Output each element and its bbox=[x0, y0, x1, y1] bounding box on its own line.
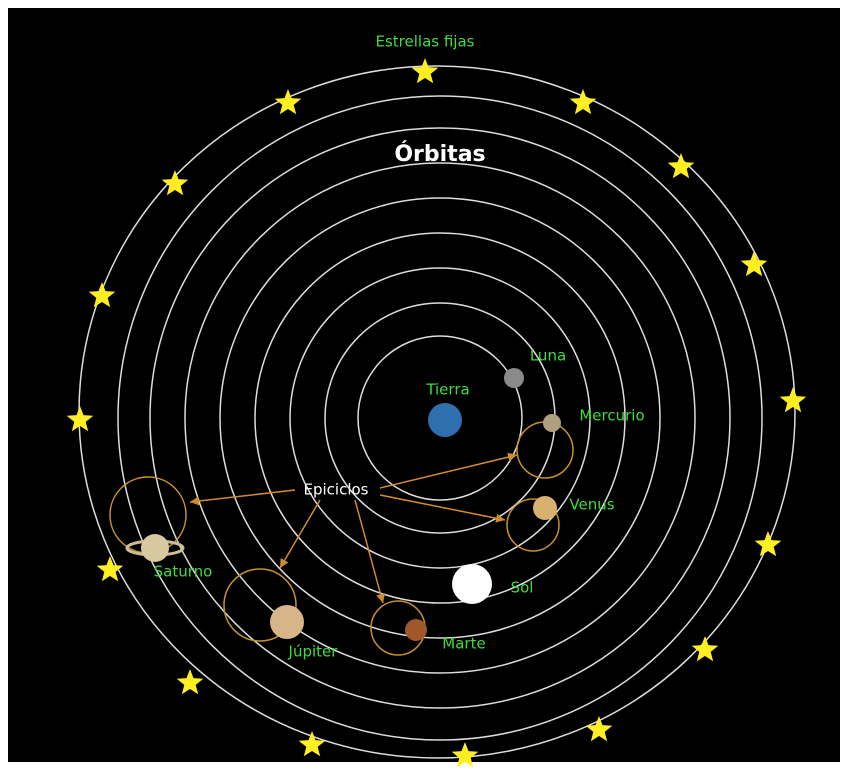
star bbox=[411, 58, 439, 84]
arrow bbox=[279, 499, 321, 569]
background bbox=[8, 8, 840, 762]
star bbox=[691, 636, 719, 662]
planet bbox=[533, 496, 557, 520]
orbit bbox=[219, 197, 661, 639]
arrow bbox=[379, 494, 506, 523]
planet-label: Júpiter bbox=[288, 643, 339, 661]
star bbox=[451, 742, 479, 768]
star bbox=[569, 89, 597, 115]
star bbox=[66, 406, 94, 432]
planet bbox=[141, 534, 169, 562]
title: Estrellas fijas bbox=[376, 33, 475, 51]
orbit bbox=[254, 232, 626, 604]
planet-label: Tierra bbox=[425, 381, 469, 399]
planet bbox=[270, 605, 304, 639]
star bbox=[779, 387, 807, 413]
planet bbox=[452, 564, 492, 604]
star bbox=[88, 282, 116, 308]
star bbox=[274, 89, 302, 115]
orbit bbox=[117, 95, 763, 741]
arrow bbox=[379, 452, 518, 489]
star bbox=[585, 716, 613, 742]
arrow bbox=[189, 489, 296, 506]
star bbox=[298, 731, 326, 757]
planet-label: Sol bbox=[511, 579, 534, 597]
star bbox=[740, 251, 768, 277]
planet-label: Marte bbox=[442, 635, 485, 653]
planet bbox=[543, 414, 561, 432]
arrow bbox=[354, 499, 385, 604]
orbit bbox=[184, 162, 696, 674]
star bbox=[754, 531, 782, 557]
star bbox=[176, 669, 204, 695]
star bbox=[161, 170, 189, 196]
star bbox=[667, 153, 695, 179]
planet-label: Saturno bbox=[154, 563, 213, 581]
planet-label: Luna bbox=[530, 347, 566, 365]
orbit bbox=[357, 335, 523, 501]
callout: Epiciclos bbox=[304, 481, 369, 499]
epicycle bbox=[506, 498, 560, 552]
planet bbox=[405, 619, 427, 641]
planet-label: Mercurio bbox=[579, 407, 644, 425]
orbit bbox=[149, 127, 731, 709]
epicycle bbox=[223, 568, 297, 642]
orbit bbox=[289, 267, 591, 569]
planet bbox=[504, 368, 524, 388]
planet bbox=[428, 403, 462, 437]
planet-label: Venus bbox=[569, 496, 614, 514]
star bbox=[96, 556, 124, 582]
